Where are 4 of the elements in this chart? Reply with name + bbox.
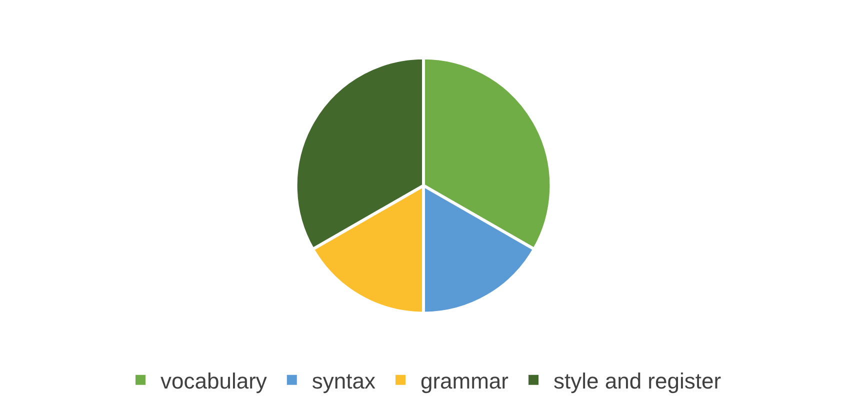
legend-label: vocabulary bbox=[160, 368, 267, 394]
legend-label: style and register bbox=[554, 368, 722, 394]
legend-label: syntax bbox=[312, 368, 376, 394]
legend-label: grammar bbox=[420, 368, 508, 394]
